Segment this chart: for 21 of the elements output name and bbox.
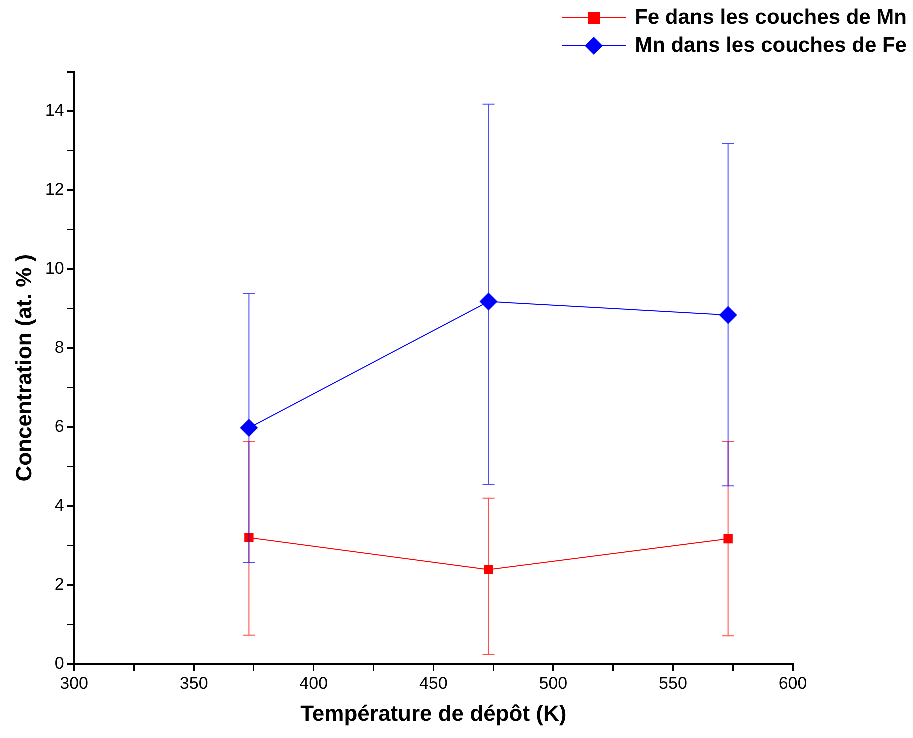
legend-label: Mn dans les couches de Fe [635,34,907,58]
x-tick-label: 350 [180,674,208,694]
y-axis-title: Concentration (at. % ) [11,254,36,482]
y-tick-label: 8 [54,338,64,358]
y-tick-label: 2 [54,574,64,594]
point [484,565,494,574]
x-tick-label: 300 [60,674,88,694]
y-tick-label: 10 [45,259,64,278]
x-tick-label: 450 [419,674,448,694]
x-tick-label: 550 [659,674,688,694]
x-axis-title: Température de dépôt (K) [300,700,567,726]
point [724,534,733,544]
x-tick-label: 600 [778,674,808,694]
y-tick-label: 6 [54,417,64,436]
legend-label: Fe dans les couches de Mn [635,6,907,30]
y-tick-label: 14 [45,101,64,120]
x-tick-label: 400 [300,674,328,694]
y-tick-label: 4 [54,496,64,515]
x-tick-label: 500 [539,674,568,694]
y-tick-label: 0 [54,654,64,673]
y-tick-label: 12 [45,180,64,200]
